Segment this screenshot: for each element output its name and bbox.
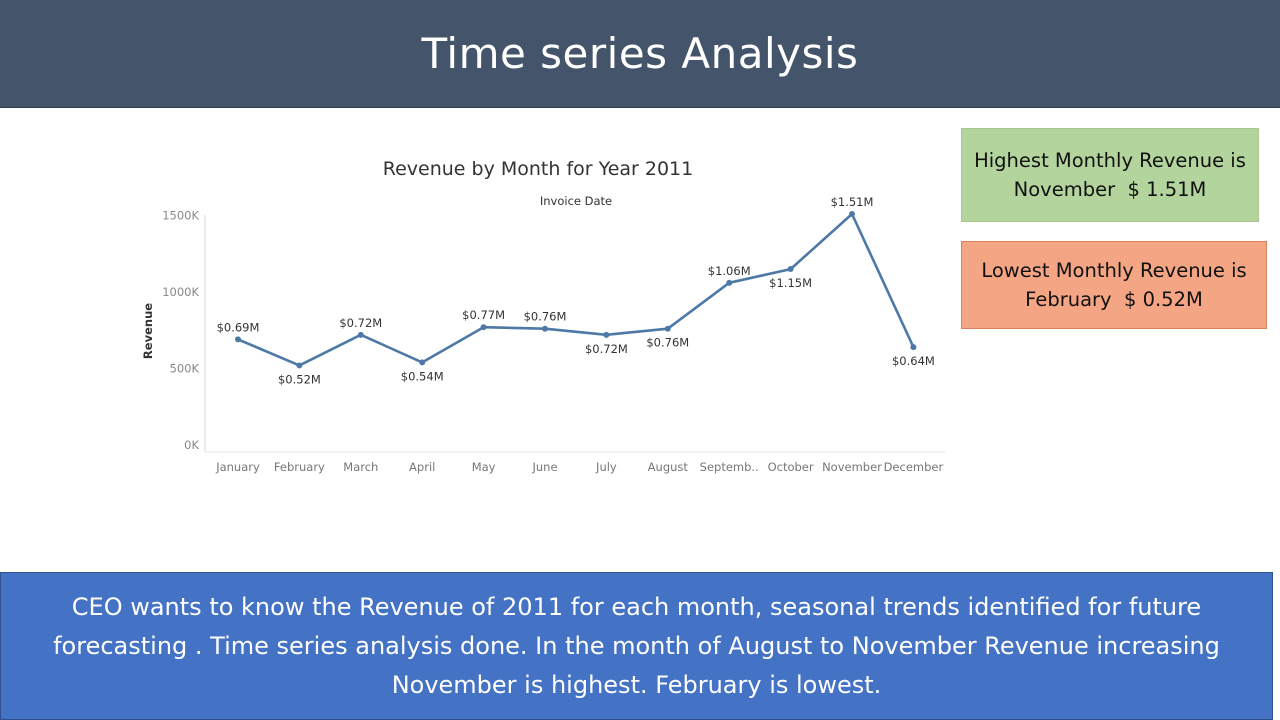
x-tick-label: December [884,460,944,474]
data-label: $1.51M [831,195,874,209]
chart-svg: Revenue by Month for Year 2011 Invoice D… [141,158,945,474]
data-point [542,325,548,332]
chart-title: Revenue by Month for Year 2011 [383,158,694,180]
y-tick-label: 500K [170,362,200,376]
data-label: $1.15M [769,276,812,290]
data-label: $0.54M [401,369,444,383]
highest-callout-line1: Highest Monthly Revenue is [974,149,1246,172]
data-point [603,331,610,338]
x-tick-label: March [343,460,378,474]
data-point [357,331,364,338]
data-point [296,362,303,369]
chart-x-axis-label: Invoice Date [540,194,612,208]
data-label: $0.69M [217,320,260,334]
data-point [419,359,426,366]
highest-revenue-callout: Highest Monthly Revenue is November $ 1.… [961,128,1259,222]
x-tick-label: November [822,460,882,474]
data-label: $0.77M [462,308,505,322]
plot-area: 0K 500K 1000K 1500K January February March Apri… [162,195,945,474]
revenue-line-chart: Revenue by Month for Year 2011 Invoice D… [130,140,960,490]
y-tick-label: 1500K [162,209,199,223]
data-label: $0.76M [646,336,689,350]
data-point [787,266,794,273]
data-point [910,344,917,351]
x-tick-label: February [274,460,325,474]
data-label: $0.64M [892,354,935,368]
lowest-revenue-callout: Lowest Monthly Revenue is February $ 0.5… [961,241,1267,329]
x-tick-label: April [409,460,435,474]
lowest-callout-line1: Lowest Monthly Revenue is [981,259,1247,282]
title-banner: Time series Analysis [0,0,1280,108]
data-point [849,210,855,217]
data-point [726,279,733,286]
summary-banner: CEO wants to know the Revenue of 2011 fo… [0,572,1273,720]
page-title: Time series Analysis [421,29,859,78]
highest-callout-line2: November $ 1.51M [1013,178,1207,201]
x-tick-label: May [472,460,496,474]
data-label: $0.72M [585,342,628,356]
data-point [480,324,487,331]
data-label: $0.72M [339,316,382,330]
data-point [664,325,671,332]
chart-y-axis-label: Revenue [141,303,155,359]
data-point [235,336,241,343]
x-tick-label: October [768,460,814,474]
data-label: $1.06M [708,264,751,278]
x-tick-label: June [531,460,557,474]
data-label: $0.52M [278,372,321,386]
y-tick-label: 1000K [162,285,199,299]
summary-text: CEO wants to know the Revenue of 2011 fo… [53,592,1220,699]
revenue-series-line [236,212,915,367]
x-tick-label: January [215,460,260,474]
data-label: $0.76M [524,310,567,324]
y-tick-label: 0K [184,438,199,452]
x-tick-label: July [595,460,617,474]
lowest-callout-line2: February $ 0.52M [1025,288,1203,311]
x-tick-label: August [648,460,689,474]
x-tick-label: Septemb.. [700,460,759,474]
